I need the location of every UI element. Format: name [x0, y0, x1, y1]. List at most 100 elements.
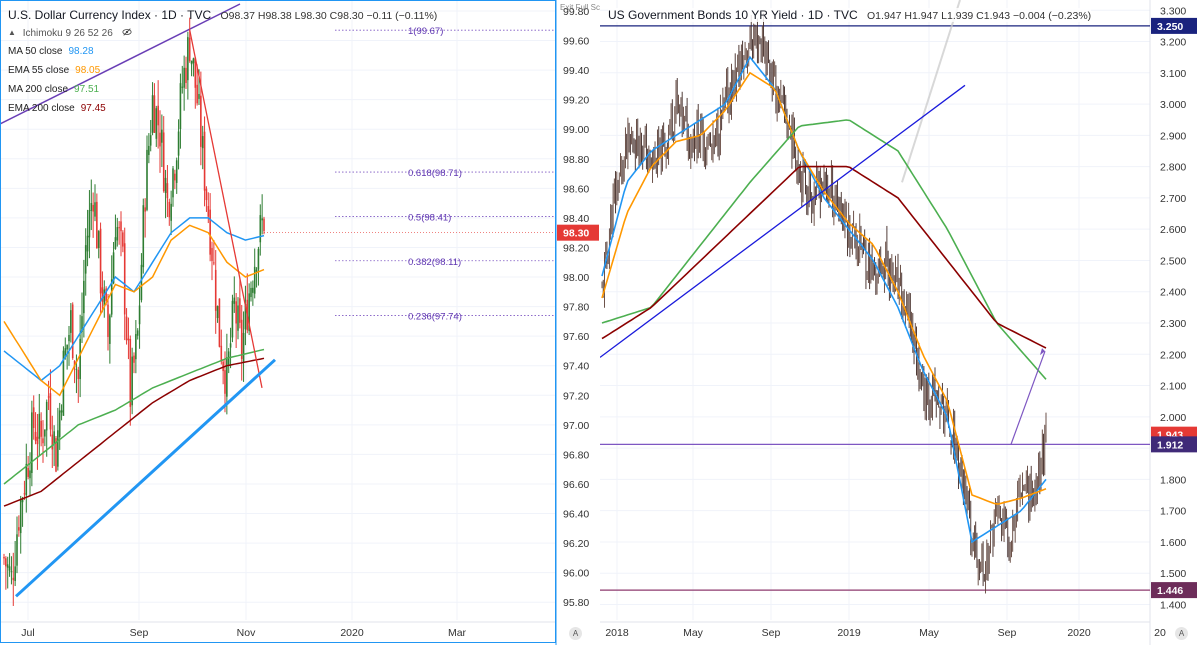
y-tick-label: 3.000	[1160, 99, 1186, 111]
y-tick-label: 2.900	[1160, 130, 1186, 142]
candle-body	[226, 357, 228, 397]
candle-body	[149, 135, 152, 146]
candle-body	[12, 577, 15, 581]
candle-body	[140, 264, 143, 301]
candle-body	[97, 231, 100, 248]
candle-body	[19, 500, 22, 534]
legend-ema200[interactable]: EMA 200 close 97.45	[8, 103, 106, 114]
y-tick-label: 97.40	[563, 361, 589, 373]
candle-body	[257, 248, 260, 270]
legend-ma200[interactable]: MA 200 close 97.51	[8, 84, 99, 95]
candle-body	[213, 262, 215, 264]
price-tag	[1151, 436, 1197, 453]
us10y-chart-pane[interactable]: 3.300 3.200 3.100 3.000 2.900 2.800 2.700 2.600…	[600, 0, 1200, 645]
candle-body	[77, 370, 80, 380]
candle-body	[83, 280, 85, 314]
candle-body	[64, 348, 67, 357]
y-tick-label: 99.80	[563, 6, 589, 18]
y-tick-label: 2.600	[1160, 224, 1186, 236]
candle-body	[60, 410, 63, 413]
candle-body	[157, 105, 159, 126]
legend-ma50[interactable]: MA 50 close 98.28	[8, 46, 94, 57]
left-ohlc-readout: O98.37 H98.38 L98.30 C98.30 −0.11 (−0.11…	[220, 10, 438, 22]
y-tick-label: 98.00	[563, 272, 589, 284]
left-chart-header: U.S. Dollar Currency Index · 1D · TVC O9…	[8, 8, 437, 22]
us10y-chart-canvas[interactable]: 3.300 3.200 3.100 3.000 2.900 2.800 2.700 2.600…	[600, 0, 1200, 645]
candle-body	[201, 136, 204, 149]
candle-body	[90, 203, 93, 211]
candle-body	[235, 301, 237, 324]
candle-body	[177, 131, 180, 156]
y-tick-label: 97.60	[563, 331, 589, 343]
ema55-line	[3, 224, 265, 397]
candle-body	[112, 252, 115, 284]
legend-ema200-value: 97.45	[80, 103, 106, 114]
ma200-line	[601, 119, 1047, 380]
candle-body	[103, 289, 106, 307]
y-tick-label: 3.200	[1160, 37, 1186, 49]
purple-trendline	[0, 3, 241, 125]
legend-ichimoku[interactable]: ▲ Ichimoku 9 26 52 26	[8, 27, 132, 39]
candle-body	[99, 228, 102, 294]
ema55-line	[601, 71, 1047, 505]
y-tick-label: 96.00	[563, 568, 589, 580]
right-auto-scale-button[interactable]: A	[1175, 627, 1188, 640]
x-tick-label: Jul	[21, 627, 34, 639]
y-tick-label: 99.40	[563, 65, 589, 77]
y-tick-label: 2.000	[1160, 412, 1186, 424]
blue-trendline	[600, 84, 966, 358]
candle-body	[116, 227, 119, 241]
candle-body	[200, 95, 202, 147]
eye-crossed-icon[interactable]	[121, 27, 132, 37]
candle-body	[3, 556, 5, 559]
x-tick-label: Mar	[448, 627, 467, 639]
candle-body	[166, 183, 169, 199]
candle-body	[242, 332, 245, 362]
candle-body	[239, 298, 241, 323]
dxy-chart-canvas[interactable]: 99.80 99.60 99.40 99.20 99.00 98.80 98.60 98.40…	[0, 0, 600, 645]
candle-body	[129, 339, 132, 407]
candle-body	[136, 330, 139, 336]
candle-body	[185, 67, 187, 84]
candle-body	[70, 310, 72, 333]
legend-ma200-label: MA 200 close	[8, 84, 69, 95]
legend-ema55[interactable]: EMA 55 close 98.05	[8, 65, 100, 76]
last-price-tag	[557, 224, 599, 241]
candle-body	[250, 287, 252, 298]
x-tick-label: Nov	[237, 627, 256, 639]
candle-body	[34, 431, 37, 441]
left-auto-scale-button[interactable]: A	[569, 627, 582, 640]
candle-body	[142, 205, 145, 268]
fib-level-label: 1(99.67)	[408, 26, 443, 37]
x-tick-label: 20	[1154, 627, 1166, 639]
candle-body	[190, 60, 193, 65]
candle-body	[66, 344, 68, 350]
candle-body	[148, 145, 150, 155]
candle-body	[127, 338, 130, 341]
left-chart-title: U.S. Dollar Currency Index · 1D · TVC	[8, 8, 212, 22]
candle-body	[36, 436, 39, 445]
fib-level-label: 0.382(98.11)	[408, 257, 461, 268]
candle-body	[198, 94, 200, 99]
price-axis	[1150, 0, 1200, 645]
candle-body	[174, 173, 176, 181]
candle-body	[214, 269, 217, 311]
exit-fullscreen-hint[interactable]: Exit Full Screen (ESC)	[560, 3, 600, 12]
candle-body	[96, 201, 98, 249]
collapse-icon[interactable]: ▲	[8, 28, 16, 37]
candle-body	[105, 288, 107, 301]
candle-body	[237, 305, 239, 331]
candle-body	[110, 279, 113, 315]
candle-body	[58, 410, 61, 437]
candle-body	[194, 57, 197, 88]
candle-body	[220, 345, 223, 362]
price-tag-label: 3.250	[1157, 21, 1183, 33]
candle-body	[216, 305, 219, 319]
candle-body	[8, 566, 11, 571]
dxy-chart-pane[interactable]: 99.80 99.60 99.40 99.20 99.00 98.80 98.60 98.40…	[0, 0, 600, 645]
candle-body	[114, 237, 117, 250]
x-tick-label: Sep	[762, 627, 781, 639]
candle-body	[181, 86, 184, 88]
grey-trendline	[901, 0, 961, 183]
y-tick-label: 2.800	[1160, 162, 1186, 174]
